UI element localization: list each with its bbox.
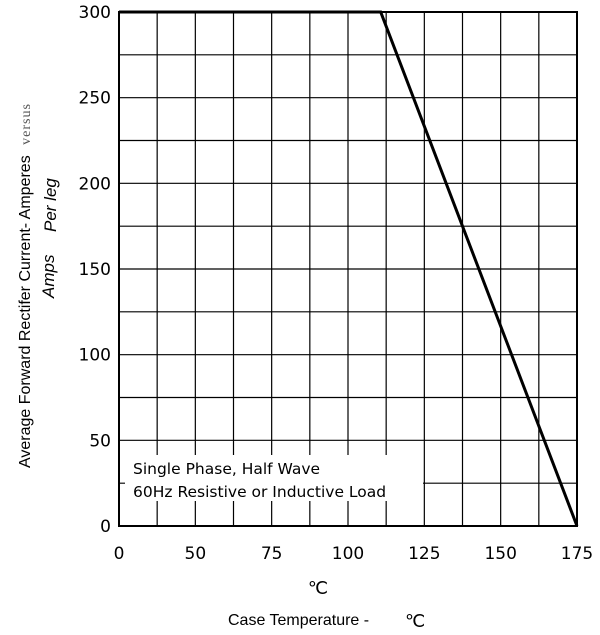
x-axis-label: Case Temperature - <box>228 612 369 629</box>
x-tick-label: 100 <box>332 544 364 564</box>
y-tick-label: 50 <box>89 431 111 451</box>
grid-lines <box>119 12 577 526</box>
x-tick-label: 50 <box>185 544 207 564</box>
annotation-line-2: 60Hz Resistive or Inductive Load <box>133 483 386 501</box>
y-tick-label: 300 <box>79 3 111 23</box>
x-tick-label: 75 <box>261 544 283 564</box>
x-axis-label-unit: ℃ <box>405 611 425 631</box>
y-tick-label: 100 <box>79 346 111 366</box>
y-tick-label: 200 <box>79 174 111 194</box>
annotation-box <box>125 455 423 501</box>
svg-text:Per leg: Per leg <box>41 178 60 232</box>
series-line-derating <box>119 10 579 527</box>
x-tick-label: 125 <box>408 544 440 564</box>
x-tick-labels: 0 50 75 100 125 150 175 <box>114 544 594 564</box>
x-tick-label: 175 <box>561 544 593 564</box>
y-tick-labels: 0 50 100 150 200 250 300 <box>79 3 111 537</box>
y-axis-label-versus: versus <box>19 103 34 145</box>
y-tick-label: 0 <box>100 517 111 537</box>
y-axis-label-amps: Amps <box>39 254 58 299</box>
y-axis-label-line-2: Amps <box>39 254 58 299</box>
annotation-line-1: Single Phase, Half Wave <box>133 460 320 478</box>
x-tick-label: 0 <box>114 544 125 564</box>
x-axis-unit: ℃ <box>308 578 328 598</box>
y-tick-label: 250 <box>79 89 111 109</box>
svg-text:Average Forward Rectifer Curre: Average Forward Rectifer Current- Ampere… <box>17 103 34 468</box>
y-axis-label-main: Average Forward Rectifer Current- Ampere… <box>17 155 34 468</box>
svg-text:Amps: Amps <box>39 254 58 299</box>
y-axis-label-line-1: Average Forward Rectifer Current- Ampere… <box>17 103 34 468</box>
x-tick-label: 150 <box>484 544 516 564</box>
y-tick-label: 150 <box>79 260 111 280</box>
y-axis-label-line-2b: Per leg <box>41 178 60 232</box>
y-axis-label-per-leg: Per leg <box>41 178 60 232</box>
